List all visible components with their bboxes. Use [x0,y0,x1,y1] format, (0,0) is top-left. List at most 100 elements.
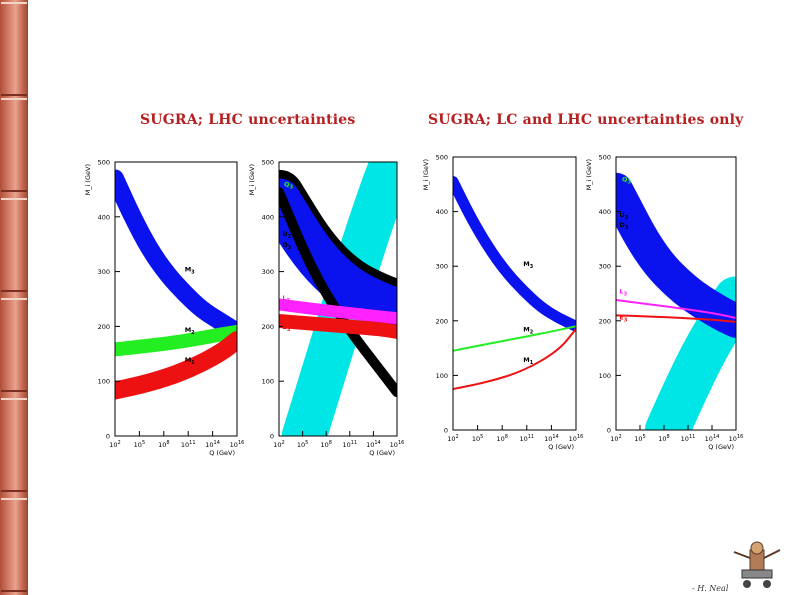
y-tick-label: 0 [270,433,274,441]
y-tick-label: 200 [599,317,611,325]
x-axis-label: Q (GeV) [548,443,574,451]
y-axis-label: M_i (GeV) [585,159,593,190]
y-tick-label: 200 [436,317,448,325]
series-label-m2: M2 [523,326,533,336]
decorative-left-strip [0,0,28,595]
x-tick-label: 105 [634,434,645,443]
x-tick-label: 1016 [729,434,744,443]
x-tick-label: 102 [273,440,284,449]
x-tick-label: 1016 [390,440,405,449]
series-label-hu: Hu [663,391,672,401]
series-label-l3: L3 [282,294,290,304]
y-tick-label: 100 [262,378,274,386]
x-tick-label: 102 [109,440,120,449]
series-band-e3 [616,314,736,323]
y-tick-label: 100 [98,378,110,386]
series-label-m1: M1 [185,356,195,366]
x-axis-label: Q (GeV) [708,443,734,451]
right-panel-title: SUGRA; LC and LHC uncertainties only [428,112,744,128]
series-band-l3 [616,299,736,320]
x-tick-label: 1014 [705,434,720,443]
x-tick-label: 108 [158,440,169,449]
x-tick-label: 105 [472,434,483,443]
series-label-q3: Q3 [284,181,294,191]
x-tick-label: 105 [297,440,308,449]
x-axis-label: Q (GeV) [209,449,235,457]
y-tick-label: 400 [599,208,611,216]
series-label-q3: Q3 [622,176,632,186]
y-tick-label: 0 [444,427,448,435]
strip-tile [1,398,27,492]
y-axis-label: M_i (GeV) [84,164,92,195]
series-band-m2 [115,324,237,357]
x-axis-label: Q (GeV) [369,449,395,457]
y-tick-label: 300 [262,268,274,276]
series-band-m2 [453,325,576,352]
y-tick-label: 0 [106,433,110,441]
plot-frame [114,161,238,437]
y-tick-label: 100 [436,372,448,380]
y-tick-label: 500 [436,154,448,162]
y-tick-label: 200 [262,323,274,331]
x-tick-label: 1011 [681,434,696,443]
strip-tile [1,298,27,392]
y-tick-label: 100 [599,372,611,380]
series-label-d3: D3 [619,221,628,231]
series-band-m3 [453,176,576,332]
series-label-e3: E3 [619,314,627,324]
series-label-m2: M2 [185,326,195,336]
series-label-hu: Hu [294,403,303,413]
y-tick-label: 300 [98,268,110,276]
series-label-u3: U3 [282,230,291,240]
series-label-u3: U3 [619,211,628,221]
y-tick-label: 500 [599,154,611,162]
strip-tile [1,98,27,192]
y-tick-label: 400 [436,208,448,216]
x-tick-label: 1011 [181,440,196,449]
y-tick-label: 400 [262,213,274,221]
plot-area [115,169,237,400]
x-tick-label: 1011 [519,434,534,443]
y-tick-label: 300 [599,263,611,271]
x-tick-label: 1016 [569,434,584,443]
x-tick-label: 1016 [230,440,245,449]
x-tick-label: 1011 [342,440,357,449]
x-tick-label: 102 [447,434,458,443]
y-tick-label: 300 [436,263,448,271]
plot-area [453,176,576,391]
x-tick-label: 1014 [366,440,381,449]
y-tick-label: 500 [98,159,110,167]
credit-text: - H. Neal [692,584,729,593]
y-tick-label: 500 [262,159,274,167]
x-tick-label: 1014 [544,434,559,443]
y-axis-label: M_i (GeV) [422,159,430,190]
y-axis-label: M_i (GeV) [248,164,256,195]
x-tick-label: 102 [610,434,621,443]
x-tick-label: 108 [658,434,669,443]
strip-tile [1,2,27,96]
plot-frame [615,156,737,431]
plot-area [616,172,736,430]
plot-area [279,162,397,436]
series-label-e3: E3 [282,323,290,333]
mascot-logo-icon [733,541,781,588]
y-tick-label: 200 [98,323,110,331]
series-band-d3 [279,187,397,398]
series-label-l3: L3 [619,288,627,298]
strip-tile [1,498,27,592]
x-tick-label: 1014 [205,440,220,449]
series-label-m3: M3 [523,260,533,270]
series-band-m1 [115,331,237,400]
series-band-m3 [115,169,237,341]
plot-frame [452,156,577,431]
series-band-m1 [453,327,576,391]
strip-tile [1,198,27,292]
series-band-e3 [279,313,397,339]
y-tick-label: 0 [607,427,611,435]
x-tick-label: 105 [134,440,145,449]
left-panel-title: SUGRA; LHC uncertainties [140,112,356,128]
